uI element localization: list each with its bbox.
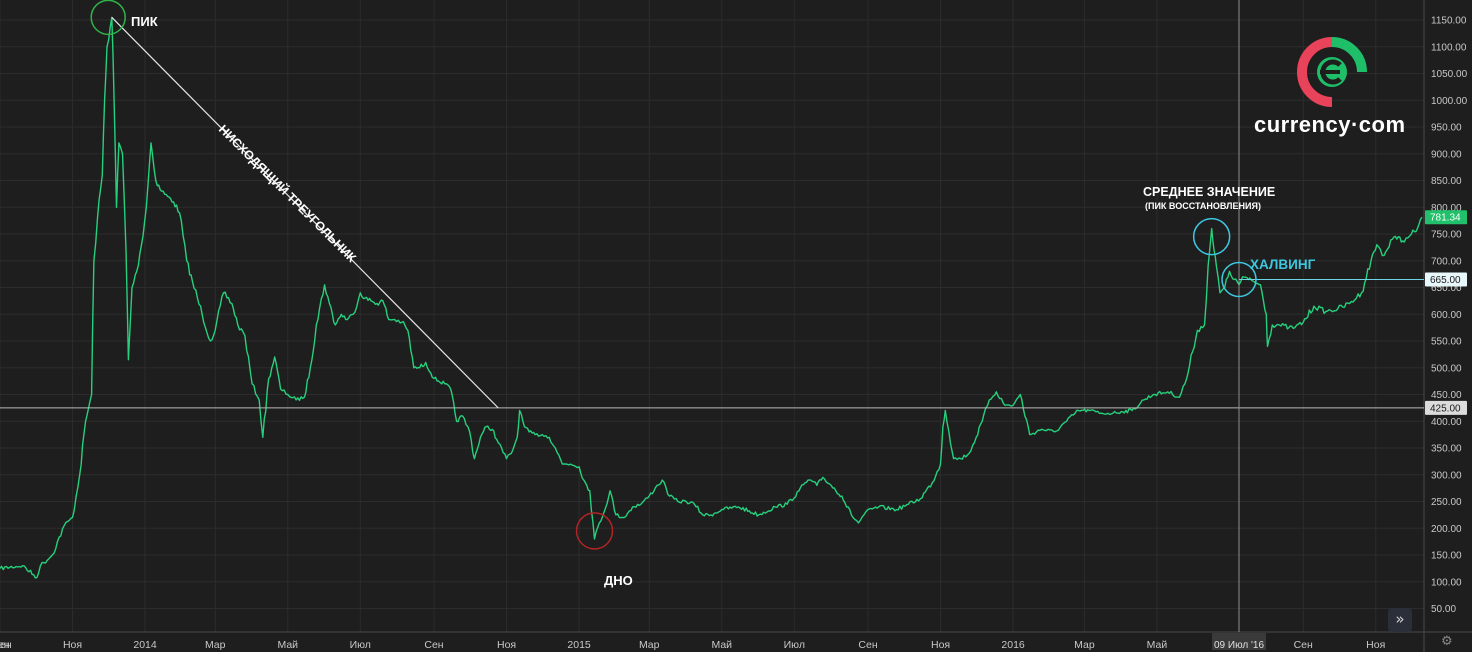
x-tick-label: Ноя (497, 639, 516, 651)
y-tick-label: 750.00 (1431, 230, 1462, 241)
x-tick-label: Мар (639, 639, 660, 651)
y-tick-label: 800.00 (1431, 203, 1462, 214)
x-tick-label: Июл (350, 639, 371, 651)
y-tick-label: 150.00 (1431, 551, 1462, 562)
mean-label: СРЕДНЕЕ ЗНАЧЕНИЕ (1143, 185, 1275, 199)
crosshair-price-tag: 425.00 (1430, 403, 1461, 414)
level-price-tag-box (1425, 272, 1467, 287)
y-tick-label: 50.00 (1431, 604, 1456, 615)
x-tick-label: Сен (0, 639, 10, 651)
x-tick-label: Сен (858, 639, 877, 651)
x-tick-label: Мар (1074, 639, 1095, 651)
x-tick-label: Мар (205, 639, 226, 651)
currency-com-logo-icon (1297, 37, 1367, 107)
gear-icon[interactable]: ⚙ (1441, 634, 1453, 649)
y-tick-label: 250.00 (1431, 497, 1462, 508)
mean-sublabel: (ПИК ВОССТАНОВЛЕНИЯ) (1145, 201, 1261, 211)
x-tick-label: Сен (1294, 639, 1313, 651)
x-tick-label: Ноя (931, 639, 950, 651)
x-tick-label: Сен (424, 639, 443, 651)
y-tick-label: 1000.00 (1431, 96, 1468, 107)
y-tick-label: 1050.00 (1431, 69, 1468, 80)
crosshair-price-tag-box (1425, 400, 1467, 415)
x-tick-label: 2015 (567, 639, 591, 651)
x-tick-label: 2014 (133, 639, 157, 651)
logo-wordmark: currency·com (1254, 112, 1406, 137)
series (0, 16, 1423, 579)
peak-circle (90, 0, 126, 36)
x-tick-label: Ноя (63, 639, 82, 651)
y-tick-label: 450.00 (1431, 390, 1462, 401)
descending-triangle-line (111, 16, 499, 409)
x-tick-label: ен (0, 639, 12, 651)
price-tags: 781.34 665.00 425.00 09 Июл '16 (1212, 210, 1467, 651)
x-tick-label: 2016 (1001, 639, 1025, 651)
y-tick-label: 300.00 (1431, 470, 1462, 481)
y-tick-label: 350.00 (1431, 444, 1462, 455)
y-tick-label: 650.00 (1431, 283, 1462, 294)
halving-label: ХАЛВИНГ (1250, 257, 1316, 272)
last-price-tag: 781.34 (1430, 213, 1461, 224)
crosshair-date-box (1212, 633, 1266, 650)
bottom-circle (575, 512, 614, 550)
y-tick-label: 500.00 (1431, 363, 1462, 374)
y-tick-label: 950.00 (1431, 123, 1462, 134)
x-tick-label: Июл (784, 639, 805, 651)
x-tick-label: Май (277, 639, 298, 651)
halving-circle (1221, 261, 1257, 298)
x-tick-label: Ноя (1366, 639, 1385, 651)
x-tick-label: Май (1147, 639, 1168, 651)
y-tick-label: 200.00 (1431, 524, 1462, 535)
y-tick-label: 100.00 (1431, 577, 1462, 588)
peak-label: ПИК (131, 14, 158, 29)
y-tick-label: 400.00 (1431, 417, 1462, 428)
x-tick-label: Май (711, 639, 732, 651)
y-tick-label: 1100.00 (1431, 42, 1467, 53)
bottom-label: ДНО (604, 573, 633, 588)
level-price-tag: 665.00 (1430, 275, 1461, 286)
y-tick-label: 1150.00 (1431, 16, 1467, 27)
y-tick-label: 900.00 (1431, 149, 1462, 160)
y-tick-label: 700.00 (1431, 256, 1462, 267)
mean-peak-circle (1192, 217, 1231, 256)
price-line (0, 16, 1423, 579)
last-price-tag-box (1425, 210, 1467, 225)
crosshair-date-label: 09 Июл '16 (1214, 640, 1264, 651)
scroll-to-realtime-button[interactable]: » (1388, 608, 1412, 632)
grid (0, 0, 1424, 632)
y-tick-label: 550.00 (1431, 337, 1462, 348)
y-tick-label: 850.00 (1431, 176, 1462, 187)
y-tick-label: 600.00 (1431, 310, 1462, 321)
